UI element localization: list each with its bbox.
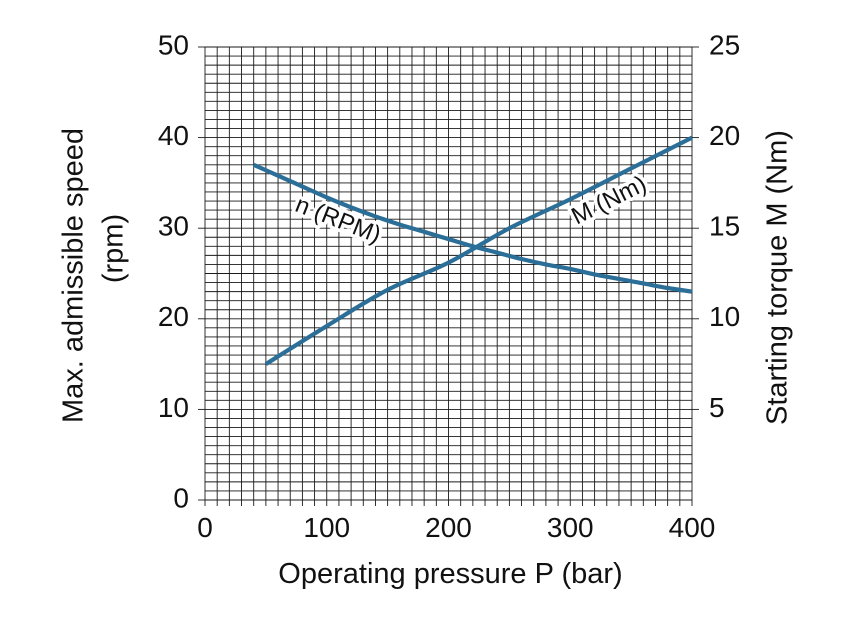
x-axis-title: Operating pressure P (bar) — [278, 558, 622, 590]
y-right-tick-label: 20 — [709, 120, 740, 151]
y-left-tick-label: 10 — [158, 392, 189, 423]
y-left-tick-label: 40 — [158, 120, 189, 151]
y-left-tick-label: 30 — [158, 211, 189, 242]
y-right-tick-label: 25 — [709, 29, 740, 60]
tick-labels: 0 100 200 300 400 0 10 20 30 40 50 5 10 15 20 25 — [158, 29, 740, 543]
x-tick-label: 100 — [303, 512, 350, 543]
series-line-speed — [252, 162, 693, 294]
y-left-tick-label: 20 — [158, 301, 189, 332]
y-left-tick-label: 50 — [158, 29, 189, 60]
x-tick-label: 300 — [547, 512, 594, 543]
x-tick-label: 0 — [197, 512, 213, 543]
series-line-torque — [264, 135, 693, 366]
grid — [198, 46, 699, 506]
y-left-tick-label: 0 — [173, 482, 189, 513]
y-left-axis-title: Max. admissible speed — [58, 128, 90, 423]
axis-titles: Operating pressure P (bar) Max. admissibl… — [58, 128, 794, 590]
y-right-tick-label: 10 — [709, 301, 740, 332]
y-right-tick-label: 15 — [709, 211, 740, 242]
y-right-axis-title: Starting torque M (Nm) — [762, 130, 794, 425]
y-left-axis-unit: (rpm) — [98, 214, 130, 283]
x-tick-label: 200 — [425, 512, 472, 543]
y-right-tick-label: 5 — [709, 392, 725, 423]
x-tick-label: 400 — [669, 512, 716, 543]
